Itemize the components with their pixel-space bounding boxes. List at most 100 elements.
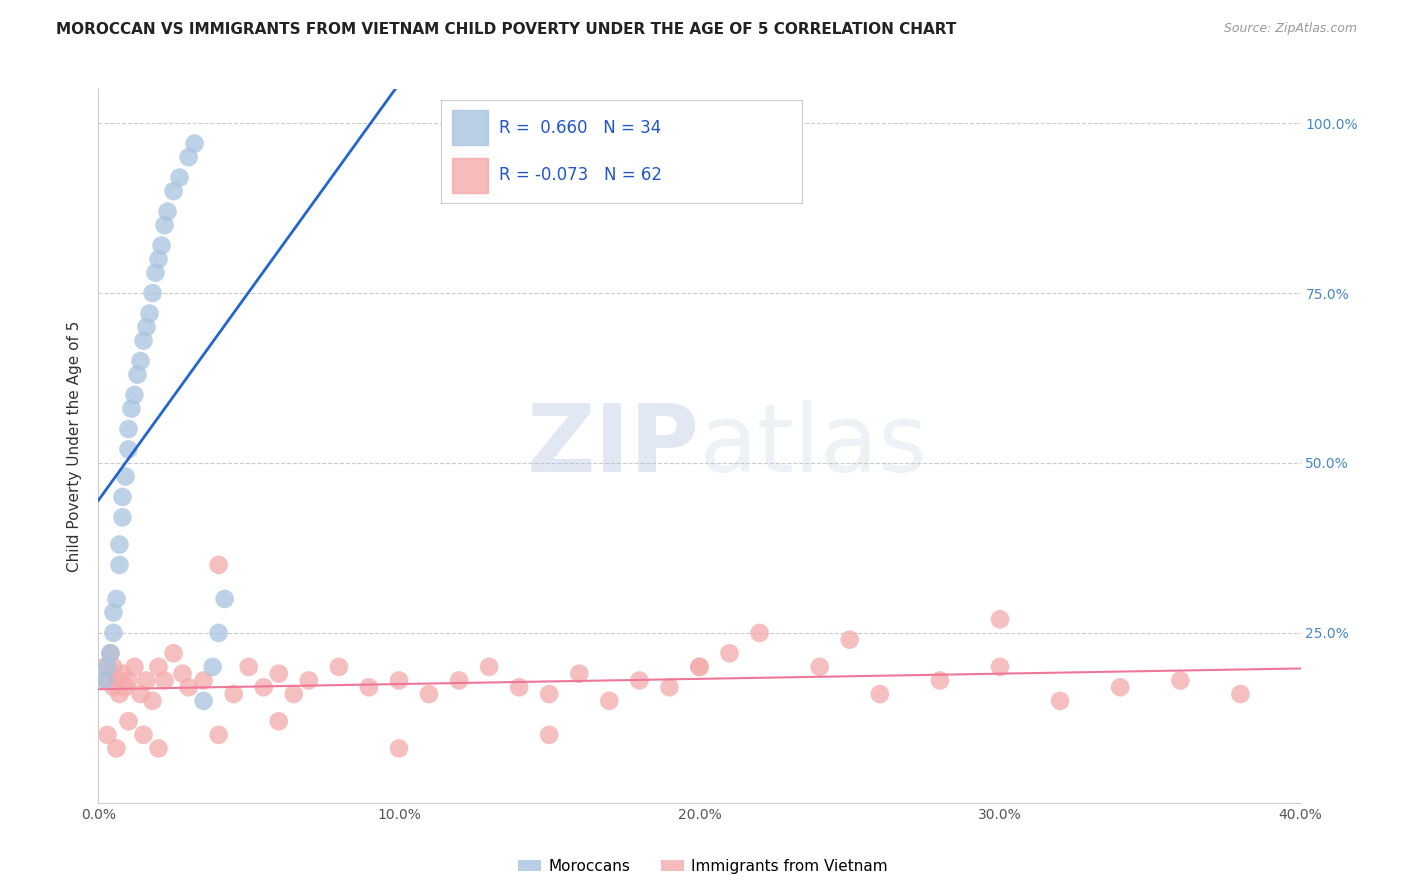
Point [357, 680, 380, 694]
Point [132, 728, 155, 742]
Point [328, 660, 350, 674]
Point [267, 666, 290, 681]
Point [201, 660, 224, 674]
Point [141, 286, 163, 301]
Point [208, 558, 231, 572]
Text: MOROCCAN VS IMMIGRANTS FROM VIETNAM CHILD POVERTY UNDER THE AGE OF 5 CORRELATION: MOROCCAN VS IMMIGRANTS FROM VIETNAM CHIL… [56, 22, 956, 37]
Point [135, 673, 157, 688]
Point [129, 354, 152, 368]
Point [96, 728, 118, 742]
Point [108, 558, 131, 572]
Point [988, 660, 1011, 674]
Point [138, 306, 160, 320]
Point [145, 266, 167, 280]
Point [124, 388, 146, 402]
Point [108, 537, 131, 551]
Y-axis label: Child Poverty Under the Age of 5: Child Poverty Under the Age of 5 [67, 320, 83, 572]
Point [1109, 680, 1132, 694]
Point [100, 646, 122, 660]
Point [135, 320, 157, 334]
Point [96, 673, 118, 688]
Text: atlas: atlas [700, 400, 928, 492]
Point [132, 334, 155, 348]
Point [103, 606, 125, 620]
Point [105, 741, 128, 756]
Point [208, 728, 231, 742]
Point [388, 741, 411, 756]
Point [222, 687, 245, 701]
Point [150, 238, 173, 252]
Point [267, 714, 290, 729]
Point [93, 673, 115, 688]
Point [193, 694, 215, 708]
Point [129, 687, 152, 701]
Point [148, 252, 170, 266]
Point [808, 660, 831, 674]
Point [111, 510, 134, 524]
Point [121, 401, 143, 416]
Point [114, 469, 136, 483]
Point [298, 673, 321, 688]
Point [162, 184, 184, 198]
Point [169, 170, 191, 185]
Point [598, 694, 620, 708]
Point [478, 660, 501, 674]
Point [148, 741, 170, 756]
Point [124, 660, 146, 674]
Point [117, 422, 139, 436]
Point [162, 646, 184, 660]
Text: ZIP: ZIP [527, 400, 700, 492]
Point [117, 442, 139, 457]
Point [208, 626, 231, 640]
Point [105, 591, 128, 606]
Point [388, 673, 411, 688]
Point [100, 646, 122, 660]
Point [689, 660, 711, 674]
Point [141, 694, 163, 708]
Point [508, 680, 530, 694]
Point [103, 660, 125, 674]
Point [568, 666, 591, 681]
Point [538, 728, 561, 742]
Legend: Moroccans, Immigrants from Vietnam: Moroccans, Immigrants from Vietnam [512, 853, 894, 880]
Point [183, 136, 205, 151]
Point [988, 612, 1011, 626]
Point [689, 660, 711, 674]
Point [105, 673, 128, 688]
Point [108, 687, 131, 701]
Point [148, 660, 170, 674]
Point [1049, 694, 1071, 708]
Text: Source: ZipAtlas.com: Source: ZipAtlas.com [1223, 22, 1357, 36]
Point [447, 673, 470, 688]
Point [418, 687, 440, 701]
Point [214, 591, 236, 606]
Point [1170, 673, 1192, 688]
Point [177, 150, 200, 164]
Point [748, 626, 770, 640]
Point [628, 673, 651, 688]
Point [153, 673, 176, 688]
Point [111, 666, 134, 681]
Point [127, 368, 149, 382]
Point [193, 673, 215, 688]
Point [718, 646, 741, 660]
Point [869, 687, 891, 701]
Point [538, 687, 561, 701]
Point [238, 660, 260, 674]
Point [177, 680, 200, 694]
Point [1229, 687, 1251, 701]
Point [103, 626, 125, 640]
Point [929, 673, 952, 688]
Point [156, 204, 179, 219]
Point [117, 673, 139, 688]
Point [93, 660, 115, 674]
Point [253, 680, 276, 694]
Point [283, 687, 305, 701]
Point [153, 218, 176, 232]
Point [103, 680, 125, 694]
Point [658, 680, 681, 694]
Point [838, 632, 860, 647]
Point [117, 714, 139, 729]
Point [111, 490, 134, 504]
Point [96, 660, 118, 674]
